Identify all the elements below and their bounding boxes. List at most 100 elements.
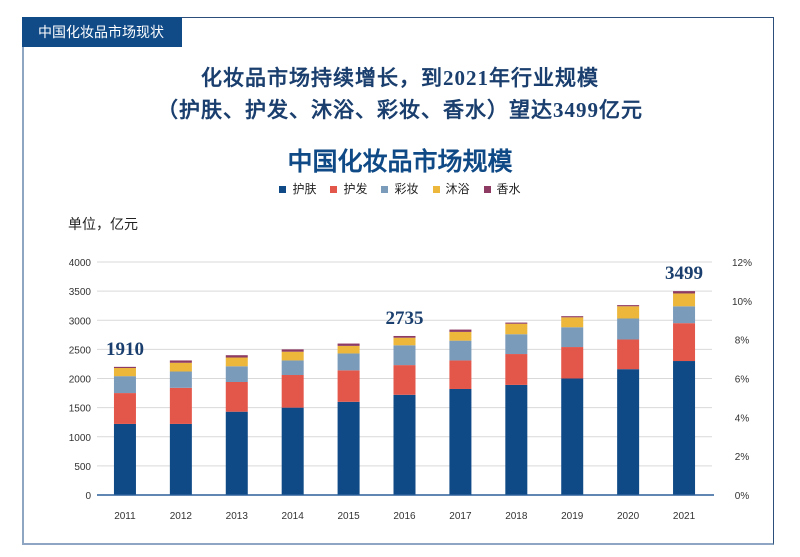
y2-tick-label: 8%	[735, 336, 750, 347]
y2-tick-label: 6%	[735, 375, 750, 386]
bar-segment	[169, 423, 192, 495]
headline-line-2: （护肤、护发、沐浴、彩妆、香水）望达3499亿元	[157, 98, 643, 122]
bar-segment	[337, 345, 360, 354]
headline-line-1: 化妆品市场持续增长，到2021年行业规模	[201, 66, 599, 90]
bar-segment	[673, 306, 696, 324]
y2-tick-label: 2%	[735, 452, 750, 463]
data-label: 1910	[106, 339, 144, 360]
y2-tick-label: 4%	[735, 413, 750, 424]
bar-segment	[337, 343, 360, 346]
y-tick-label: 3000	[69, 316, 92, 327]
y-tick-label: 2000	[69, 375, 92, 386]
legend-item: 香水	[483, 180, 521, 197]
x-tick-label: 2011	[114, 511, 136, 522]
y2-tick-label: 10%	[732, 297, 752, 308]
bar-segment	[561, 327, 584, 348]
chart-legend: 护肤 护发 彩妆 沐浴 香水	[0, 180, 800, 197]
bar-segment	[169, 371, 192, 388]
bar-segment	[617, 305, 640, 307]
bar-segment	[225, 366, 248, 382]
bar-segment	[113, 368, 136, 377]
y2-tick-label: 12%	[732, 258, 752, 269]
y-tick-label: 500	[74, 462, 91, 473]
x-tick-label: 2013	[226, 511, 249, 522]
x-tick-label: 2017	[449, 511, 472, 522]
y-tick-label: 2500	[69, 345, 92, 356]
data-label: 3499	[665, 263, 703, 284]
bar-segment	[449, 340, 472, 361]
bar-segment	[505, 384, 528, 495]
bar-segment	[393, 365, 416, 395]
bar-segment	[281, 351, 304, 361]
bar-segment	[393, 394, 416, 495]
bar-segment	[561, 347, 584, 379]
bar-segment	[393, 337, 416, 346]
bar-segment	[449, 360, 472, 389]
y-tick-label: 1000	[69, 433, 92, 444]
bar-segment	[617, 339, 640, 370]
legend-item: 护发	[330, 180, 367, 197]
legend-swatch	[330, 186, 338, 194]
bar-segment	[673, 323, 696, 362]
bar-segment	[505, 322, 528, 324]
bar-segment	[505, 323, 528, 335]
legend-item: 彩妆	[381, 180, 419, 197]
bar-segment	[673, 361, 696, 495]
data-label: 2735	[386, 308, 424, 329]
x-tick-label: 2015	[337, 511, 360, 522]
legend-swatch	[381, 186, 389, 194]
bar-segment	[281, 375, 304, 408]
bar-segment	[393, 335, 416, 338]
legend-label: 沐浴	[445, 182, 470, 196]
legend-item: 沐浴	[432, 180, 470, 197]
bar-segment	[225, 381, 248, 412]
y2-tick-label: 0%	[735, 491, 750, 502]
bar-segment	[393, 345, 416, 366]
bar-segment	[337, 370, 360, 402]
bar-segment	[225, 357, 248, 367]
section-tab: 中国化妆品市场现状	[22, 17, 182, 47]
x-tick-label: 2012	[170, 511, 193, 522]
bar-segment	[169, 360, 192, 363]
bar-segment	[169, 362, 192, 372]
bar-segment	[505, 334, 528, 355]
bar-segment	[225, 411, 248, 495]
bar-segment	[337, 401, 360, 495]
x-tick-label: 2021	[673, 511, 696, 522]
x-tick-label: 2019	[561, 511, 584, 522]
bar-segment	[561, 378, 584, 495]
bar-segment	[113, 423, 136, 495]
legend-swatch	[279, 186, 287, 194]
bar-segment	[673, 291, 696, 294]
bar-segment	[561, 316, 584, 318]
bar-segment	[113, 376, 136, 394]
bar-segment	[281, 407, 304, 495]
bar-segment	[449, 388, 472, 495]
bar-segment	[505, 354, 528, 385]
bar-segment	[225, 355, 248, 358]
legend-label: 香水	[496, 182, 521, 196]
legend-label: 护发	[343, 182, 368, 196]
bar-segment	[449, 331, 472, 341]
legend-item: 护肤	[279, 180, 316, 197]
chart-title: 中国化妆品市场规模	[287, 148, 513, 176]
legend-swatch	[483, 186, 491, 194]
legend-label: 彩妆	[394, 182, 419, 196]
x-tick-label: 2016	[393, 511, 416, 522]
bar-segment	[281, 360, 304, 376]
bar-segment	[617, 318, 640, 340]
bar-segment	[113, 393, 136, 424]
bar-segment	[673, 293, 696, 307]
bar-segment	[281, 349, 304, 352]
bar-segment	[113, 366, 136, 369]
y-tick-label: 0	[85, 491, 91, 502]
content-frame	[22, 17, 774, 545]
x-tick-label: 2014	[282, 511, 305, 522]
x-tick-label: 2018	[505, 511, 528, 522]
y-tick-label: 1500	[69, 404, 92, 415]
legend-swatch	[432, 186, 440, 194]
bar-segment	[561, 317, 584, 328]
bar-segment	[169, 387, 192, 424]
bar-segment	[337, 353, 360, 371]
